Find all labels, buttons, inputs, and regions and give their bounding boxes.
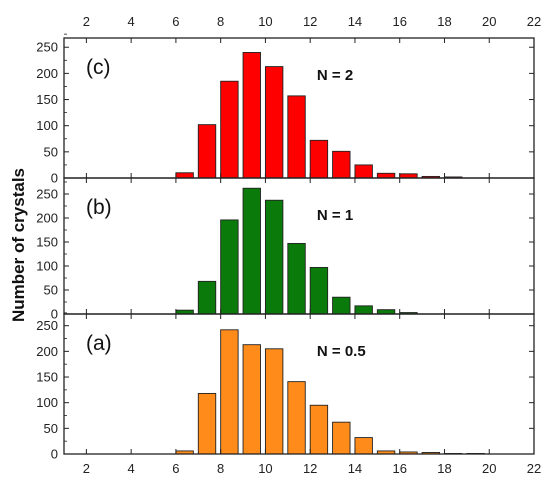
x-tick-label-top: 20 [482, 14, 496, 29]
bar [264, 66, 284, 179]
bar [197, 392, 217, 455]
x-tick-label-top: 18 [437, 14, 451, 29]
bar [287, 242, 306, 315]
bar [220, 80, 239, 179]
x-tick-label-top: 14 [348, 14, 362, 29]
y-tick-label: 150 [36, 92, 58, 107]
x-tick-label-top: 8 [217, 14, 224, 29]
bar [264, 348, 284, 455]
y-tick-label: 0 [51, 171, 58, 186]
y-tick-label: 100 [36, 395, 58, 410]
y-axis-label: Number of crystals [9, 168, 28, 322]
y-tick-label: 150 [36, 370, 58, 385]
panel-c: 0 50 100 150 200 250 (c) N = 2 [36, 33, 535, 186]
x-tick-label-bottom: 4 [128, 461, 135, 476]
bar [309, 404, 329, 455]
y-tick-label: 0 [51, 447, 58, 462]
bar [287, 95, 306, 179]
bar [287, 381, 306, 455]
bar [197, 124, 217, 179]
x-tick-label-top: 10 [258, 14, 272, 29]
n-annotation: N = 1 [317, 207, 353, 224]
x-tick-label-bottom: 2 [83, 461, 90, 476]
bar [309, 139, 329, 179]
bar [175, 172, 194, 179]
x-tick-label-bottom: 6 [172, 461, 179, 476]
bar [242, 52, 261, 179]
bar [332, 421, 351, 455]
bar [354, 164, 373, 179]
x-tick-label-bottom: 12 [303, 461, 317, 476]
x-tick-label-top: 12 [303, 14, 317, 29]
bar [332, 296, 351, 315]
bar [220, 329, 239, 455]
y-tick-label: 100 [36, 118, 58, 133]
panel-b: 0 50 100 150 200 250 (b) N = 1 [36, 177, 535, 322]
y-tick-label: 50 [44, 144, 58, 159]
y-tick-label: 50 [44, 283, 58, 298]
x-tick-label-bottom: 10 [258, 461, 272, 476]
bar [354, 305, 373, 315]
y-tick-label: 250 [36, 318, 58, 333]
panel-label: (a) [86, 332, 112, 355]
x-tick-label-bottom: 8 [217, 461, 224, 476]
x-tick-label-top: 6 [172, 14, 179, 29]
y-tick-label: 100 [36, 259, 58, 274]
x-tick-label-bottom: 14 [348, 461, 362, 476]
x-tick-label-bottom: 18 [437, 461, 451, 476]
bar [242, 344, 261, 455]
bar [264, 199, 284, 315]
bar [309, 266, 329, 315]
panel-label: (b) [86, 196, 112, 219]
y-tick-label: 200 [36, 344, 58, 359]
n-annotation: N = 0.5 [317, 343, 366, 360]
bar [220, 219, 239, 315]
y-tick-label: 0 [51, 307, 58, 322]
x-tick-label-top: 2 [83, 14, 90, 29]
y-tick-label: 200 [36, 211, 58, 226]
panel-a: 0 50 100 150 200 250 (a) N = 0.5 [36, 312, 535, 462]
bar [376, 172, 396, 179]
x-tick-label-bottom: 16 [392, 461, 406, 476]
bar [197, 280, 217, 315]
bar [332, 150, 351, 179]
y-tick-label: 250 [36, 187, 58, 202]
y-tick-label: 50 [44, 421, 58, 436]
panel-label: (c) [86, 56, 111, 79]
panel-frame [63, 313, 535, 455]
x-tick-label-top: 22 [527, 14, 541, 29]
x-tick-label-bottom: 22 [527, 461, 541, 476]
bar [242, 187, 261, 315]
bar [354, 437, 373, 455]
y-tick-label: 150 [36, 235, 58, 250]
n-annotation: N = 2 [317, 67, 353, 84]
y-tick-label: 200 [36, 66, 58, 81]
x-tick-label-top: 4 [128, 14, 135, 29]
x-tick-label-top: 16 [392, 14, 406, 29]
y-tick-label: 250 [36, 40, 58, 55]
x-tick-label-bottom: 20 [482, 461, 496, 476]
